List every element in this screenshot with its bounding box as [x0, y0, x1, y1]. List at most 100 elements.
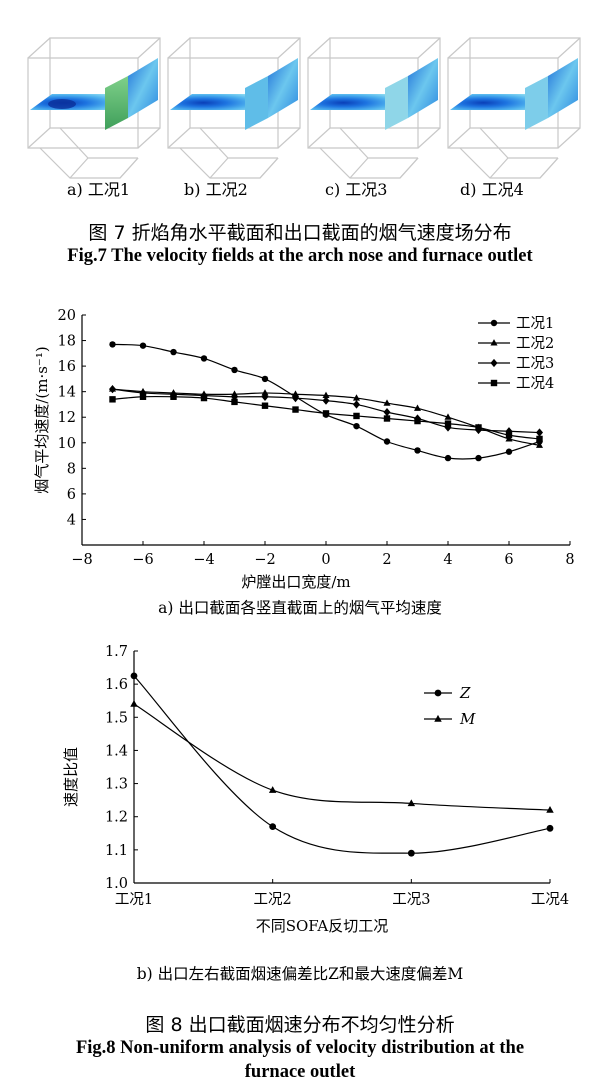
legend-marker [434, 714, 442, 722]
chart-a-exit-velocity: −8 −6 −4 −2 0 2 4 6 8 4 6 8 10 12 14 16 18 20 炉膛出口宽度/m 烟气平均… [33, 308, 575, 591]
y-tick-label: 6 [67, 487, 76, 503]
data-point [444, 423, 452, 432]
rendering-case-3 [307, 37, 441, 179]
x-tick-label: −2 [254, 552, 275, 568]
chart-b-velocity-ratio: 工况1 工况2 工况3 工况4 1.0 1.1 1.2 1.3 1.4 1.5 1.6 1.7 不同SO… [62, 644, 569, 935]
y-tick-label: 16 [58, 359, 76, 375]
rendering-case-2 [167, 37, 301, 179]
data-point [261, 402, 269, 409]
data-point [139, 342, 147, 349]
data-point [383, 415, 391, 422]
x-tick-label: 8 [565, 552, 574, 568]
x-tick-label: 工况3 [392, 891, 430, 908]
data-point [383, 399, 391, 406]
data-point [231, 398, 238, 406]
data-point [505, 431, 513, 439]
y-tick-label: 1.7 [105, 644, 128, 660]
data-point [200, 355, 208, 362]
data-point [444, 454, 452, 462]
data-point [536, 435, 543, 443]
data-point [261, 392, 269, 401]
data-point [353, 422, 360, 430]
legend-label: 工况4 [516, 375, 554, 392]
data-point [109, 341, 116, 348]
x-tick-label: 4 [443, 552, 452, 568]
y-tick-label: 1.6 [105, 677, 128, 693]
legend-marker [490, 358, 498, 368]
legend-label: 工况3 [516, 355, 554, 372]
y-axis-label: 速度比值 [62, 747, 80, 807]
y-tick-label: 20 [58, 308, 76, 324]
x-axis-label: 炉膛出口宽度/m [241, 573, 350, 591]
y-tick-label: 1.0 [105, 876, 128, 892]
legend-marker [490, 319, 498, 327]
data-point [407, 849, 415, 857]
fig7-panel-label-1: a) 工况1 [67, 180, 131, 199]
fig8-caption-zh: 图 8 出口截面烟速分布不均匀性分析 [145, 1014, 455, 1036]
series-line [133, 703, 551, 811]
legend-marker [434, 689, 442, 697]
y-tick-label: 8 [67, 461, 76, 477]
x-tick-label: −6 [132, 552, 153, 568]
data-point [444, 413, 452, 420]
data-point [322, 410, 330, 417]
data-point [108, 384, 117, 394]
legend-label: 工况1 [516, 315, 554, 332]
x-tick-label: −8 [71, 552, 92, 568]
rendering-case-1 [27, 37, 161, 179]
x-tick-label: 0 [321, 552, 330, 568]
data-point [535, 428, 544, 437]
x-tick-label: 工况4 [531, 891, 569, 908]
data-point [170, 348, 177, 356]
data-point [200, 394, 208, 402]
x-tick-label: 6 [504, 552, 513, 568]
data-point [413, 404, 422, 411]
data-point [291, 390, 300, 397]
data-point [505, 448, 513, 455]
fig7-panel-label-2: b) 工况2 [184, 180, 248, 199]
y-tick-label: 18 [58, 334, 76, 350]
fig8-caption-en-line2: furnace outlet [244, 1062, 356, 1082]
data-point [139, 393, 147, 400]
data-point [352, 394, 361, 401]
x-axis-label: 不同SOFA反切工况 [256, 917, 389, 935]
data-point [291, 393, 300, 403]
x-tick-label: 工况2 [254, 891, 292, 908]
data-point [261, 389, 269, 396]
y-tick-label: 10 [58, 436, 76, 452]
fig7-renderings [27, 37, 581, 179]
data-point [414, 417, 421, 425]
legend-label: M [459, 710, 476, 728]
data-point [352, 400, 361, 409]
series-line [133, 675, 551, 854]
legend-label: Z [459, 684, 471, 702]
x-tick-label: −4 [193, 552, 214, 568]
y-tick-label: 1.3 [105, 777, 128, 793]
data-point [475, 454, 482, 462]
data-point [261, 375, 269, 383]
y-tick-label: 1.1 [105, 843, 128, 859]
y-tick-label: 12 [58, 410, 76, 426]
data-point [109, 396, 116, 403]
data-point [292, 406, 299, 413]
data-point [130, 699, 138, 707]
x-tick-label: 2 [382, 552, 391, 568]
data-point [139, 388, 147, 398]
y-tick-label: 1.5 [105, 710, 128, 726]
y-tick-label: 1.2 [105, 810, 128, 826]
y-axis-label: 烟气平均速度/(m·s⁻¹) [33, 346, 51, 493]
y-tick-label: 1.4 [105, 743, 128, 759]
fig8-caption-en-line1: Fig.8 Non-uniform analysis of velocity d… [75, 1038, 525, 1058]
legend-marker [490, 379, 498, 387]
data-point [269, 823, 277, 831]
fig7-panel-label-4: d) 工况4 [460, 180, 524, 199]
data-point [353, 412, 360, 420]
data-point [535, 441, 544, 448]
data-point [231, 366, 238, 374]
data-point [268, 786, 277, 793]
y-tick-label: 4 [67, 512, 76, 528]
data-point [383, 438, 391, 445]
x-tick-label: 工况1 [115, 891, 153, 908]
chart-a-caption: a) 出口截面各竖直截面上的烟气平均速度 [158, 599, 442, 617]
data-point [322, 391, 330, 399]
